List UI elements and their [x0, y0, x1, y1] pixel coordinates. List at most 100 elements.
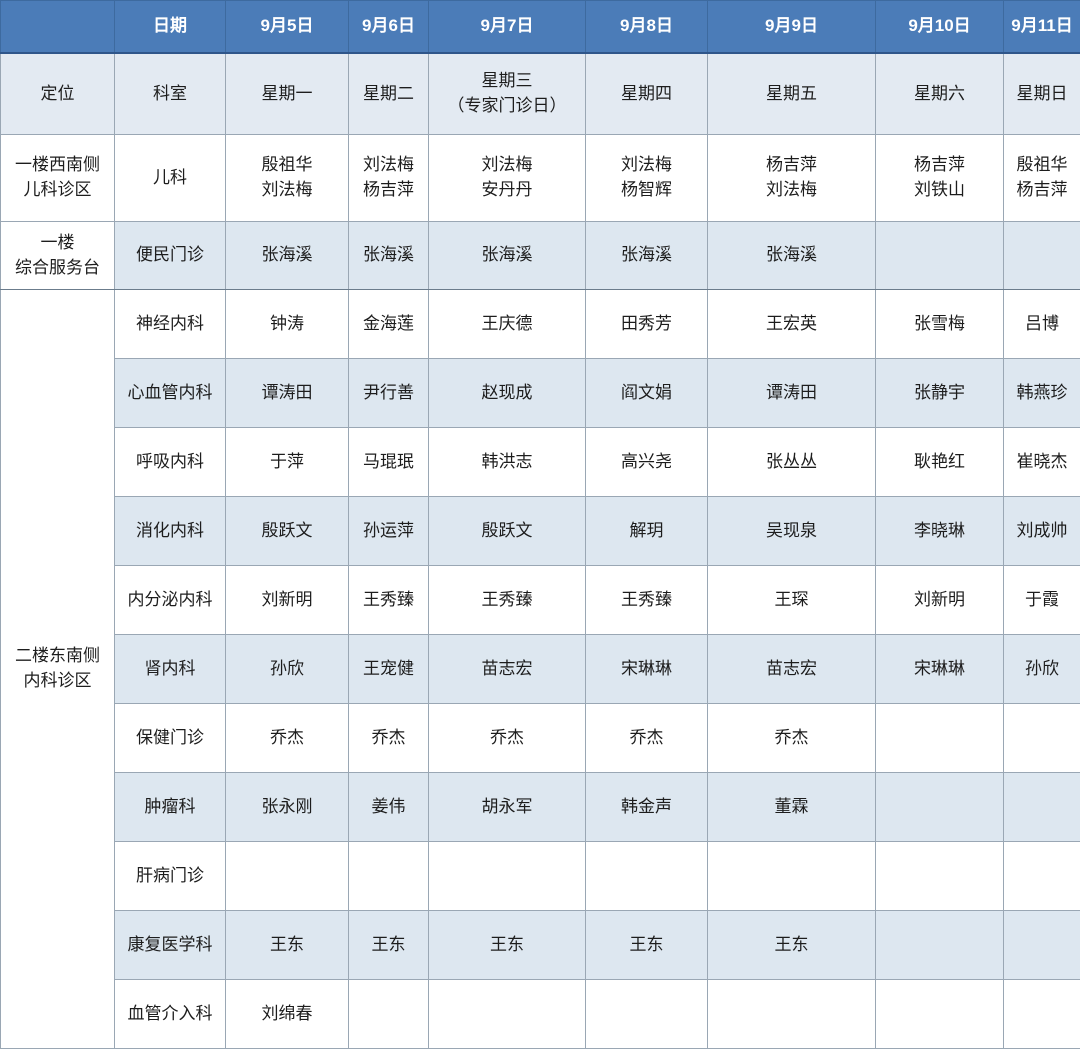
table-row: 康复医学科 王东 王东 王东 王东 王东 [1, 911, 1080, 980]
schedule-cell [876, 980, 1004, 1049]
department-name-vascular-intervention: 血管介入科 [115, 980, 226, 1049]
weekday-row-location-label: 定位 [1, 53, 115, 135]
schedule-cell: 杨吉萍 刘铁山 [876, 135, 1004, 222]
schedule-cell [429, 980, 586, 1049]
schedule-cell: 张海溪 [586, 222, 708, 290]
schedule-cell [349, 842, 429, 911]
department-name-endocrinology: 内分泌内科 [115, 566, 226, 635]
schedule-cell: 解玥 [586, 497, 708, 566]
schedule-cell: 谭涛田 [226, 359, 349, 428]
section-location-internal-medicine: 二楼东南侧 内科诊区 [1, 290, 115, 1049]
department-name-cardiology: 心血管内科 [115, 359, 226, 428]
schedule-cell: 乔杰 [349, 704, 429, 773]
schedule-cell: 高兴尧 [586, 428, 708, 497]
header-cell-0905: 9月5日 [226, 1, 349, 54]
schedule-cell: 张永刚 [226, 773, 349, 842]
schedule-cell: 苗志宏 [429, 635, 586, 704]
schedule-cell: 杨吉萍 刘法梅 [708, 135, 876, 222]
schedule-cell [708, 980, 876, 1049]
schedule-cell: 张海溪 [349, 222, 429, 290]
schedule-cell: 刘法梅 杨吉萍 [349, 135, 429, 222]
schedule-cell: 王东 [429, 911, 586, 980]
schedule-cell: 宋琳琳 [586, 635, 708, 704]
schedule-cell: 阎文娟 [586, 359, 708, 428]
schedule-cell: 苗志宏 [708, 635, 876, 704]
schedule-cell: 吴现泉 [708, 497, 876, 566]
schedule-cell: 胡永军 [429, 773, 586, 842]
schedule-cell: 韩洪志 [429, 428, 586, 497]
schedule-cell: 张海溪 [429, 222, 586, 290]
schedule-cell: 刘法梅 杨智辉 [586, 135, 708, 222]
schedule-cell [1004, 911, 1080, 980]
schedule-cell: 王东 [349, 911, 429, 980]
weekday-row: 定位 科室 星期一 星期二 星期三 （专家门诊日） 星期四 星期五 星期六 星期… [1, 53, 1080, 135]
schedule-cell: 于萍 [226, 428, 349, 497]
schedule-cell: 刘新明 [876, 566, 1004, 635]
weekday-row-department-label: 科室 [115, 53, 226, 135]
schedule-cell: 张静宇 [876, 359, 1004, 428]
schedule-cell: 王东 [226, 911, 349, 980]
table-row: 肝病门诊 [1, 842, 1080, 911]
weekday-cell-0907: 星期三 （专家门诊日） [429, 53, 586, 135]
table-row: 肿瘤科 张永刚 姜伟 胡永军 韩金声 董霖 [1, 773, 1080, 842]
schedule-cell [876, 911, 1004, 980]
table-row: 血管介入科 刘绵春 [1, 980, 1080, 1049]
schedule-cell: 王秀臻 [586, 566, 708, 635]
schedule-cell [1004, 773, 1080, 842]
schedule-cell: 耿艳红 [876, 428, 1004, 497]
table-row: 消化内科 殷跃文 孙运萍 殷跃文 解玥 吴现泉 李晓琳 刘成帅 [1, 497, 1080, 566]
section-location-service-desk: 一楼 综合服务台 [1, 222, 115, 290]
schedule-cell: 殷跃文 [226, 497, 349, 566]
schedule-cell: 尹行善 [349, 359, 429, 428]
weekday-cell-0911: 星期日 [1004, 53, 1080, 135]
schedule-cell: 王宏英 [708, 290, 876, 359]
department-name-respiratory: 呼吸内科 [115, 428, 226, 497]
table-row: 呼吸内科 于萍 马琨珉 韩洪志 高兴尧 张丛丛 耿艳红 崔晓杰 [1, 428, 1080, 497]
schedule-cell [876, 222, 1004, 290]
schedule-cell [226, 842, 349, 911]
schedule-cell: 田秀芳 [586, 290, 708, 359]
schedule-cell: 王秀臻 [349, 566, 429, 635]
schedule-cell: 刘绵春 [226, 980, 349, 1049]
schedule-cell: 张海溪 [226, 222, 349, 290]
schedule-cell [876, 704, 1004, 773]
schedule-cell: 刘法梅 安丹丹 [429, 135, 586, 222]
schedule-cell: 殷祖华 刘法梅 [226, 135, 349, 222]
schedule-cell [1004, 704, 1080, 773]
schedule-cell: 张丛丛 [708, 428, 876, 497]
schedule-cell: 吕博 [1004, 290, 1080, 359]
schedule-cell [876, 773, 1004, 842]
department-name-rehabilitation: 康复医学科 [115, 911, 226, 980]
department-name-gastroenterology: 消化内科 [115, 497, 226, 566]
table-row: 肾内科 孙欣 王宠健 苗志宏 宋琳琳 苗志宏 宋琳琳 孙欣 [1, 635, 1080, 704]
schedule-cell: 王庆德 [429, 290, 586, 359]
schedule-cell: 韩金声 [586, 773, 708, 842]
header-cell-date-label: 日期 [115, 1, 226, 54]
schedule-cell [1004, 842, 1080, 911]
department-name-pediatrics: 儿科 [115, 135, 226, 222]
weekday-cell-0906: 星期二 [349, 53, 429, 135]
header-cell-0911: 9月11日 [1004, 1, 1080, 54]
schedule-cell: 张雪梅 [876, 290, 1004, 359]
schedule-cell: 殷祖华 杨吉萍 [1004, 135, 1080, 222]
department-name-neurology: 神经内科 [115, 290, 226, 359]
schedule-cell: 刘成帅 [1004, 497, 1080, 566]
schedule-cell: 王东 [708, 911, 876, 980]
department-name-nephrology: 肾内科 [115, 635, 226, 704]
schedule-cell: 孙运萍 [349, 497, 429, 566]
schedule-cell: 乔杰 [708, 704, 876, 773]
schedule-cell: 王宠健 [349, 635, 429, 704]
department-name-convenience-clinic: 便民门诊 [115, 222, 226, 290]
schedule-cell: 张海溪 [708, 222, 876, 290]
table-row: 内分泌内科 刘新明 王秀臻 王秀臻 王秀臻 王琛 刘新明 于霞 [1, 566, 1080, 635]
weekday-cell-0909: 星期五 [708, 53, 876, 135]
department-name-liver-disease-clinic: 肝病门诊 [115, 842, 226, 911]
schedule-cell [586, 842, 708, 911]
schedule-cell: 刘新明 [226, 566, 349, 635]
schedule-cell: 孙欣 [226, 635, 349, 704]
schedule-cell: 马琨珉 [349, 428, 429, 497]
schedule-cell: 李晓琳 [876, 497, 1004, 566]
schedule-cell [708, 842, 876, 911]
schedule-cell: 孙欣 [1004, 635, 1080, 704]
